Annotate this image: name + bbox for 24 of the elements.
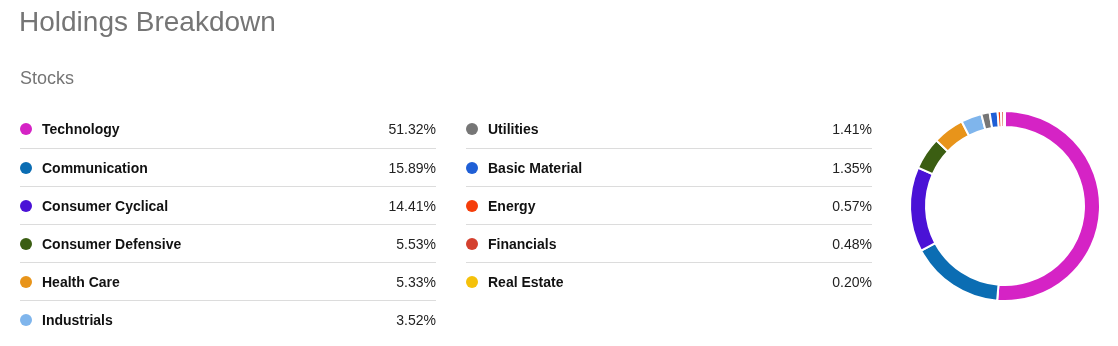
- legend-label: Technology: [42, 121, 121, 137]
- data-label: 5.33%: [396, 273, 436, 290]
- data-label: 51.32%: [388, 121, 436, 137]
- chart-subtitle: Stocks: [20, 68, 75, 89]
- data-label: 1.35%: [832, 159, 872, 176]
- legend-label: Consumer Cyclical: [42, 197, 170, 214]
- legend-label: Financials: [488, 235, 558, 252]
- data-label: 3.52%: [396, 311, 436, 328]
- data-label: 1.41%: [832, 121, 872, 137]
- legend-label: Real Estate: [488, 273, 565, 290]
- legend-label: Consumer Defensive: [42, 235, 183, 252]
- legend-label: Health Care: [42, 273, 121, 290]
- data-label: 15.89%: [388, 159, 436, 176]
- data-label: 0.57%: [832, 197, 872, 214]
- data-label: 14.41%: [388, 197, 436, 214]
- legend-label: Communication: [42, 159, 149, 176]
- data-label: 0.20%: [832, 273, 872, 290]
- data-label: 0.48%: [832, 235, 872, 252]
- legend-label: Industrials: [42, 311, 114, 328]
- data-label: 5.53%: [396, 235, 436, 252]
- legend-label: Basic Material: [488, 159, 584, 176]
- legend-label: Utilities: [488, 121, 540, 137]
- legend-label: Energy: [488, 197, 537, 214]
- chart-title: Holdings Breakdown: [19, 6, 276, 38]
